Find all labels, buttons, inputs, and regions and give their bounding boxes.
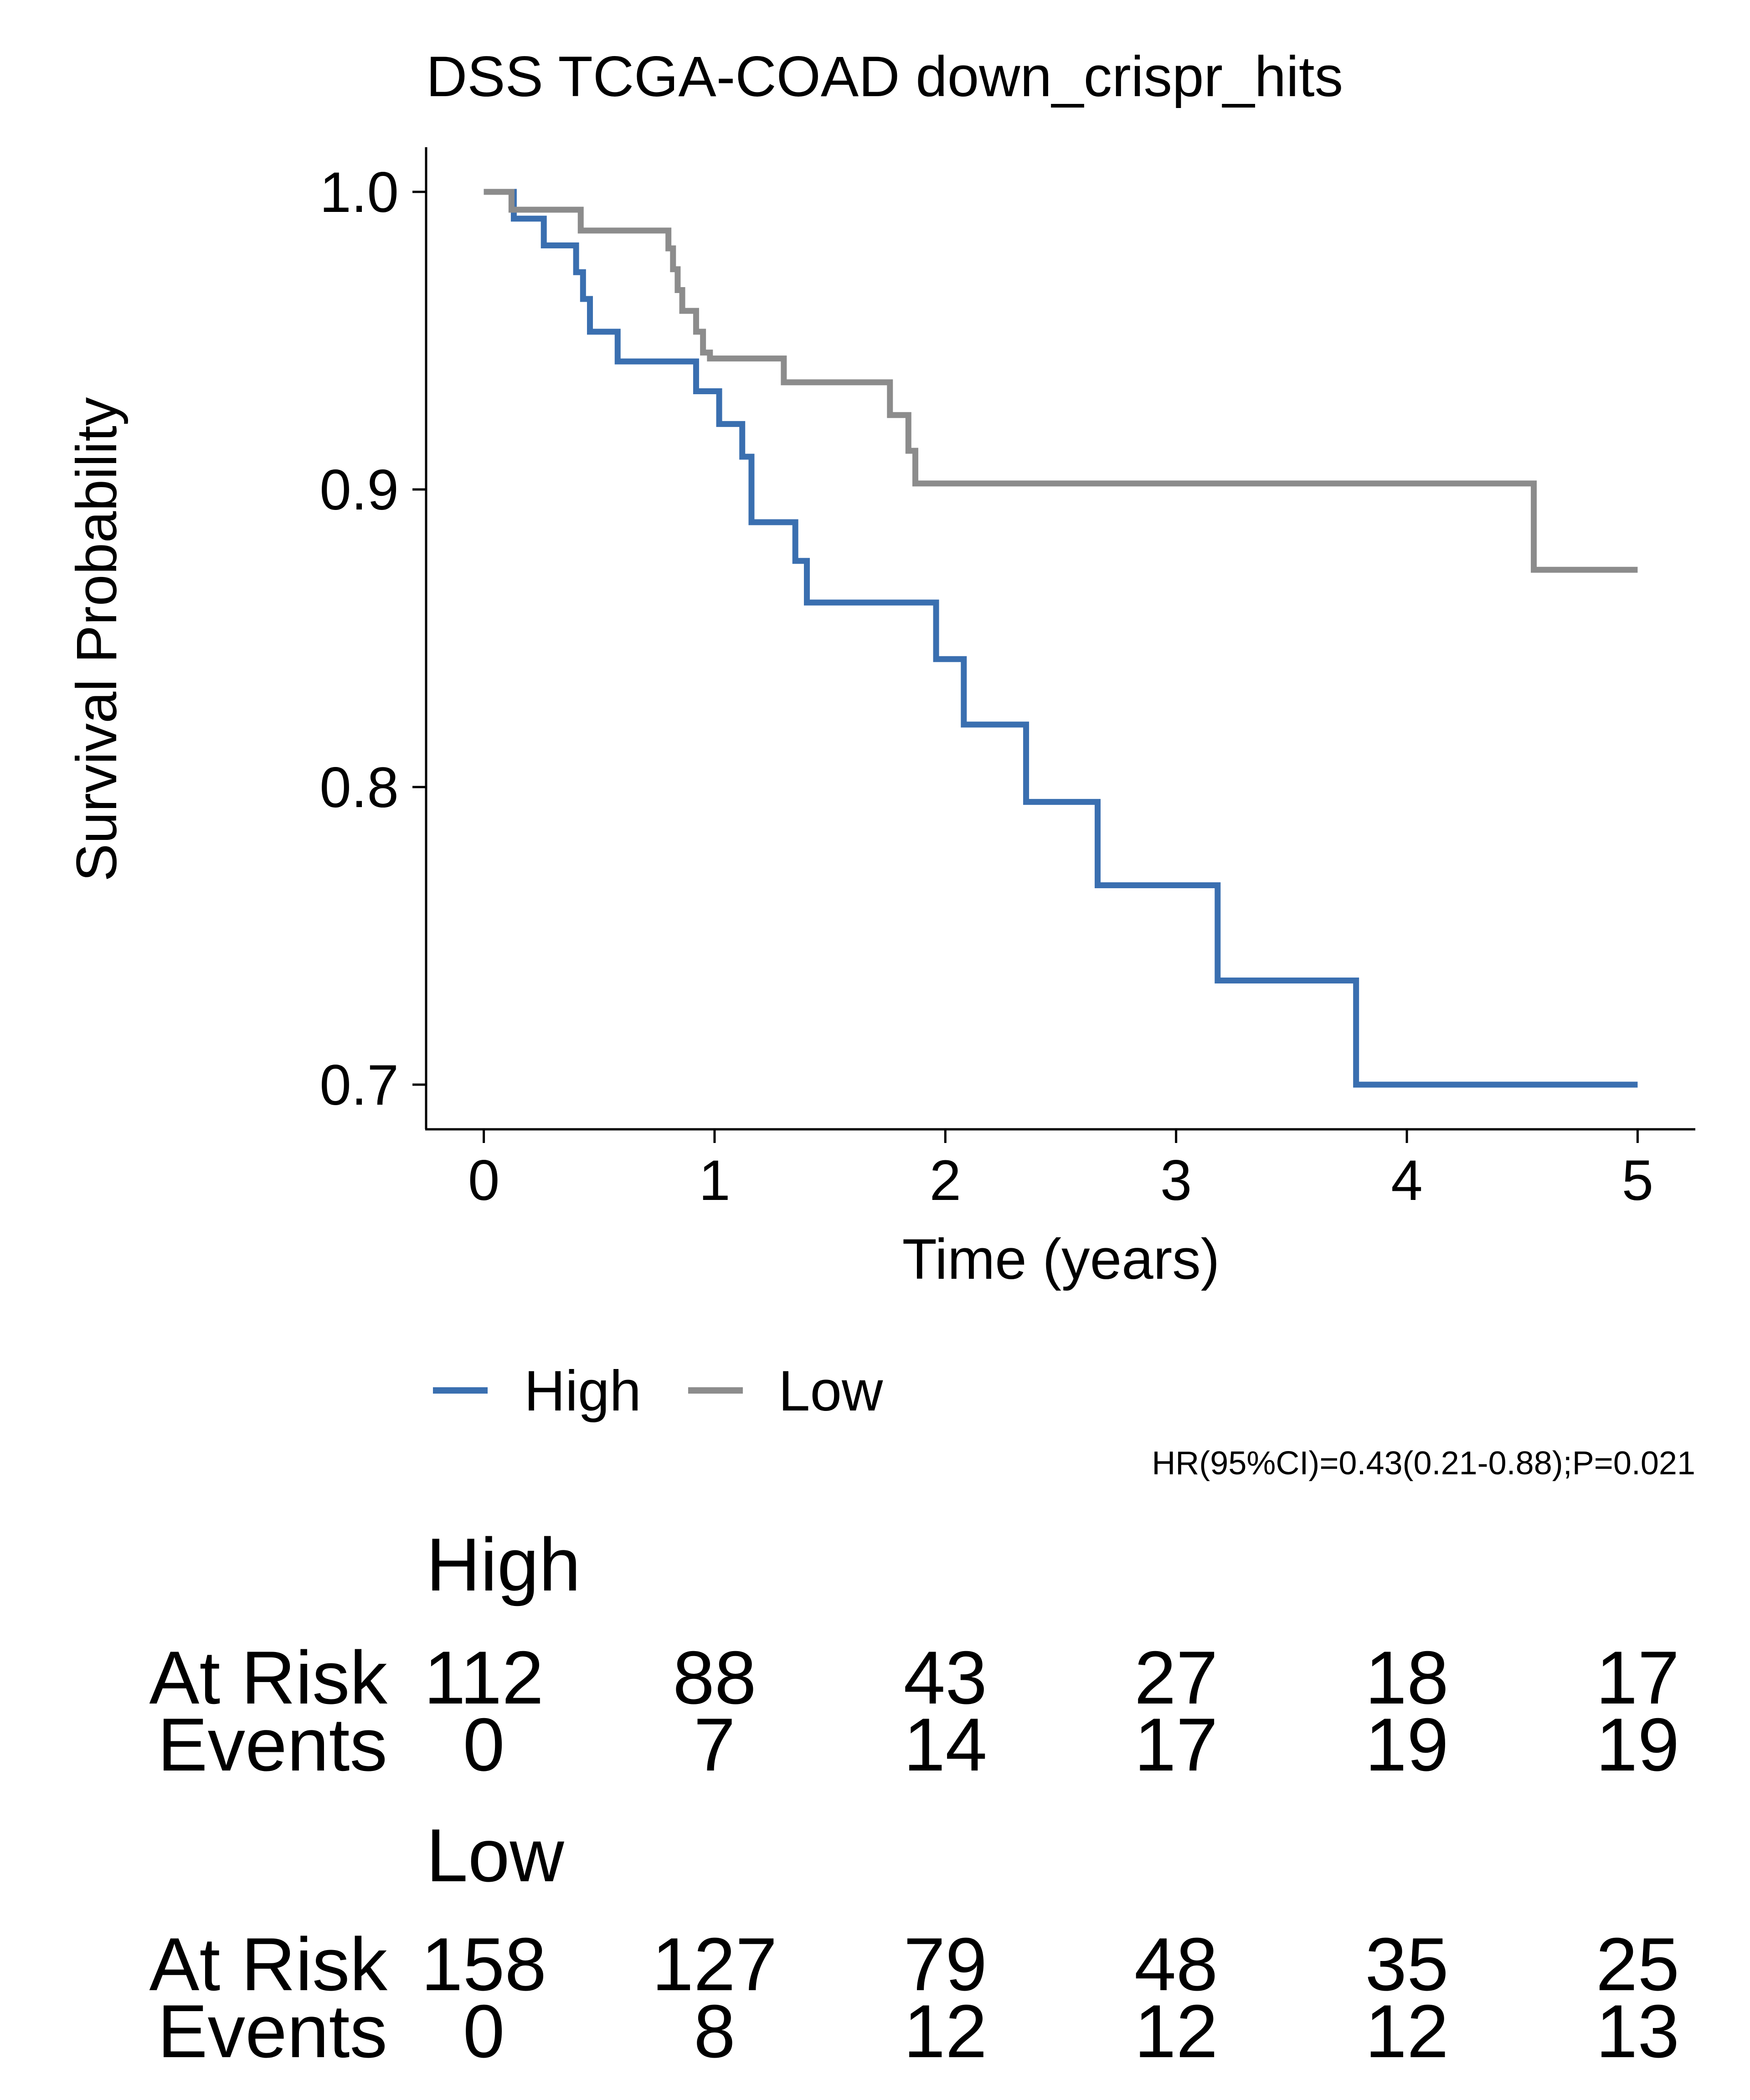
y-tick-label: 0.7 [319,1054,399,1117]
y-tick-label: 0.8 [319,756,399,819]
events-high-cell: 7 [694,1703,736,1786]
events-low-cell: 12 [1134,1989,1218,2073]
at-risk-high-cell: 88 [673,1636,757,1719]
legend: High Low [433,1359,883,1423]
events-high-cell: 14 [904,1703,988,1786]
at-risk-low-cell: 158 [421,1922,546,2006]
risk-row-label-events-high: Events [158,1703,387,1786]
events-high-cell: 19 [1365,1703,1449,1786]
events-high-cell: 17 [1134,1703,1218,1786]
at-risk-high-cell: 17 [1596,1636,1680,1719]
x-tick-label: 3 [1160,1149,1192,1212]
risk-cells-low: 158 127 79 48 35 25 0 8 12 12 12 13 [421,1922,1679,2073]
at-risk-high-cell: 18 [1365,1636,1449,1719]
x-tick-label: 0 [468,1149,500,1212]
y-axis-label: Survival Probability [65,397,129,881]
plot-area: 0.7 0.8 0.9 1.0 0 1 2 3 4 5 [319,147,1695,1212]
x-tick-label: 4 [1391,1149,1423,1212]
survival-curves [484,189,1638,1088]
x-tick-label: 5 [1622,1149,1654,1212]
risk-row-label-at-risk-low: At Risk [149,1922,387,2006]
survival-curve-high [484,189,1638,1088]
y-ticks: 0.7 0.8 0.9 1.0 [319,161,426,1117]
events-low-cell: 12 [904,1989,988,2073]
legend-item-low: Low [688,1359,883,1423]
events-high-cell: 19 [1596,1703,1680,1786]
at-risk-low-cell: 48 [1134,1922,1218,2006]
legend-label-low: Low [778,1359,883,1423]
risk-table: High At Risk Events 112 88 43 27 18 170 7 14 17 1… [149,1523,1679,2073]
events-low-cell: 8 [694,1989,736,2073]
at-risk-high-cell: 112 [424,1636,544,1719]
survival-curve-low [484,189,1638,573]
events-high-cell: 0 [463,1703,505,1786]
y-tick-label: 0.9 [319,458,399,522]
risk-row-label-events-low: Events [158,1989,387,2073]
legend-label-high: High [524,1359,641,1423]
events-low-cell: 0 [463,1989,505,2073]
at-risk-high-cell: 27 [1134,1636,1218,1719]
x-tick-label: 1 [699,1149,731,1212]
risk-group-title-low: Low [426,1813,565,1897]
risk-row-label-at-risk-high: At Risk [149,1636,387,1719]
hazard-ratio-annotation: HR(95%CI)=0.43(0.21-0.88);P=0.021 [1152,1445,1695,1482]
x-ticks: 0 1 2 3 4 5 [468,1129,1653,1212]
at-risk-low-cell: 25 [1596,1922,1680,2006]
events-low-cell: 12 [1365,1989,1449,2073]
risk-cells-high: 112 88 43 27 18 170 7 14 17 19 19 [424,1636,1679,1786]
x-axis-label: Time (years) [902,1228,1220,1291]
risk-group-title-high: High [426,1523,581,1606]
y-tick-label: 1.0 [319,161,399,224]
at-risk-low-cell: 79 [904,1922,988,2006]
legend-item-high: High [433,1359,641,1423]
chart-title: DSS TCGA-COAD down_crispr_hits [426,45,1343,108]
at-risk-high-cell: 43 [904,1636,988,1719]
at-risk-low-cell: 127 [652,1922,777,2006]
x-tick-label: 2 [930,1149,962,1212]
at-risk-low-cell: 35 [1365,1922,1449,2006]
events-low-cell: 13 [1596,1989,1680,2073]
